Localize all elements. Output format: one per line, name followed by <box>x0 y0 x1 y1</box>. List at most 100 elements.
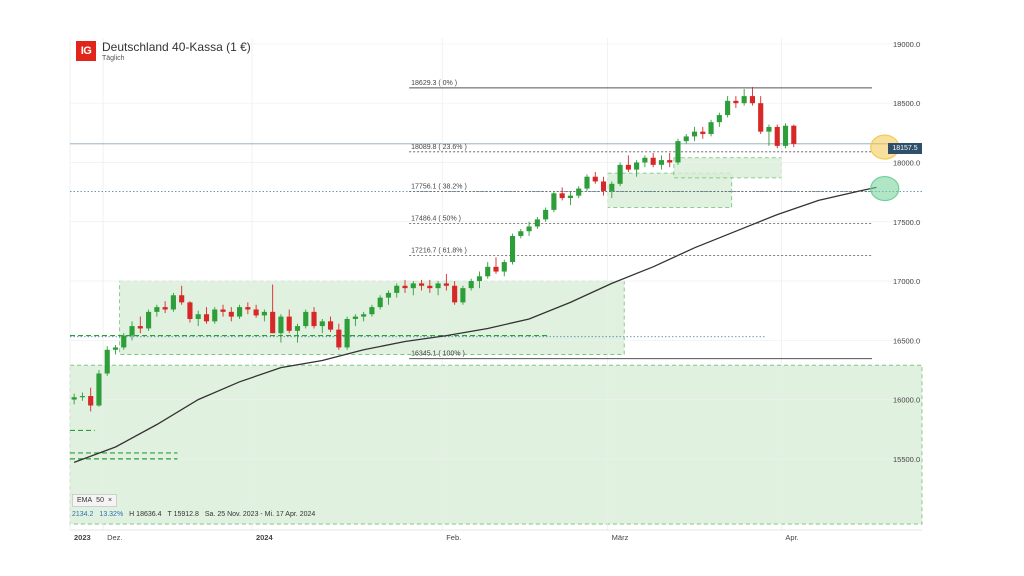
candle-body <box>179 295 185 303</box>
low-value: T 15912.8 <box>167 511 199 518</box>
candle <box>634 160 640 177</box>
candle-body <box>187 302 193 319</box>
candle <box>352 314 358 327</box>
candle-body <box>261 311 267 316</box>
candle-body <box>634 162 640 170</box>
fib-label: 18629.3 ( 0% ) <box>411 80 457 87</box>
candle-body <box>625 164 631 170</box>
candle <box>758 96 764 135</box>
ema-label: EMA <box>77 497 93 504</box>
candle-body <box>71 397 77 400</box>
candle-body <box>112 347 119 350</box>
y-tick-label: 17500.0 <box>893 218 920 227</box>
candle <box>187 301 193 323</box>
ema-indicator-chip[interactable]: EMA 50 × <box>72 494 118 507</box>
candle-body <box>303 311 309 327</box>
candle <box>782 123 789 149</box>
candle <box>716 112 722 127</box>
candle-body <box>294 326 301 331</box>
zone-1 <box>69 364 923 525</box>
candle-body <box>559 193 565 199</box>
y-tick-label: 19000.0 <box>893 40 920 49</box>
candle <box>791 124 797 148</box>
candle <box>402 279 408 293</box>
zone-2 <box>607 172 733 208</box>
candle-body <box>352 316 358 319</box>
candle-body <box>758 103 764 132</box>
candle <box>137 316 143 334</box>
candle-body <box>642 157 648 163</box>
candle <box>71 393 77 405</box>
candle <box>237 304 243 319</box>
candle <box>468 278 474 291</box>
date-range: Sa. 25 Nov. 2023 - Mi. 17 Apr. 2024 <box>204 511 316 518</box>
candle <box>733 96 739 108</box>
candle-body <box>435 283 441 289</box>
candle <box>162 301 168 314</box>
candle <box>766 124 772 146</box>
candle-body <box>493 266 499 272</box>
candle-body <box>675 141 681 163</box>
candle <box>394 283 400 298</box>
fib-label: 16345.1 ( 100% ) <box>411 351 465 358</box>
candle-body <box>377 297 383 308</box>
candle <box>344 316 350 350</box>
candle-body <box>667 160 673 163</box>
candle-body <box>683 136 689 142</box>
candle-body <box>228 311 234 317</box>
candle <box>683 134 689 144</box>
candle <box>418 279 425 291</box>
candle-body <box>485 266 491 277</box>
candle <box>261 309 267 322</box>
candle-body <box>311 311 317 327</box>
candle-body <box>691 131 698 137</box>
candle <box>154 304 160 317</box>
candle <box>567 190 574 206</box>
candle <box>551 192 557 213</box>
candle <box>543 207 549 222</box>
candle-body <box>576 188 582 196</box>
indicator-legend: EMA 50 × 2134.2 13.32% H 18636.4 T 15912… <box>72 494 315 518</box>
candle <box>584 174 590 191</box>
candle-body <box>468 281 474 289</box>
candle-body <box>245 307 251 310</box>
y-tick-label: 17000.0 <box>893 277 920 286</box>
candle-body <box>146 311 152 329</box>
y-axis: 15500.0 16000.0 16500.0 17000.0 17500.0 18000… <box>893 40 920 464</box>
candle <box>104 346 110 376</box>
candle <box>303 309 309 329</box>
candle <box>642 155 648 168</box>
candle <box>435 281 441 296</box>
fib-label: 17216.7 ( 61.8% ) <box>411 247 467 254</box>
ema-period: 50 <box>96 497 104 504</box>
y-tick-label: 18000.0 <box>893 158 920 167</box>
candle <box>691 126 698 142</box>
candle <box>576 186 582 199</box>
candle <box>675 138 681 165</box>
candle <box>96 369 102 407</box>
candle-body <box>460 288 466 303</box>
candle-body <box>385 292 392 298</box>
x-tick-label: Feb. <box>446 533 461 542</box>
candle <box>741 88 747 106</box>
candle-body <box>427 285 433 289</box>
close-icon[interactable]: × <box>107 497 113 504</box>
candle-body <box>725 100 731 116</box>
high-value: H 18636.4 <box>129 511 162 518</box>
candle <box>112 345 119 355</box>
zone-0 <box>119 280 625 355</box>
candle <box>88 387 94 412</box>
x-tick-label: 2023 <box>74 533 91 542</box>
candle-body <box>526 226 532 232</box>
candle-body <box>137 326 143 329</box>
candle-body <box>104 349 110 374</box>
candle-body <box>782 125 789 146</box>
y-tick-label: 15500.0 <box>893 455 920 464</box>
candle-body <box>609 183 615 191</box>
candle-body <box>410 283 416 289</box>
x-tick-label: März <box>612 533 629 542</box>
candle <box>427 279 433 293</box>
candle <box>220 304 226 317</box>
candle-body <box>369 307 375 315</box>
candle-body <box>278 316 284 334</box>
